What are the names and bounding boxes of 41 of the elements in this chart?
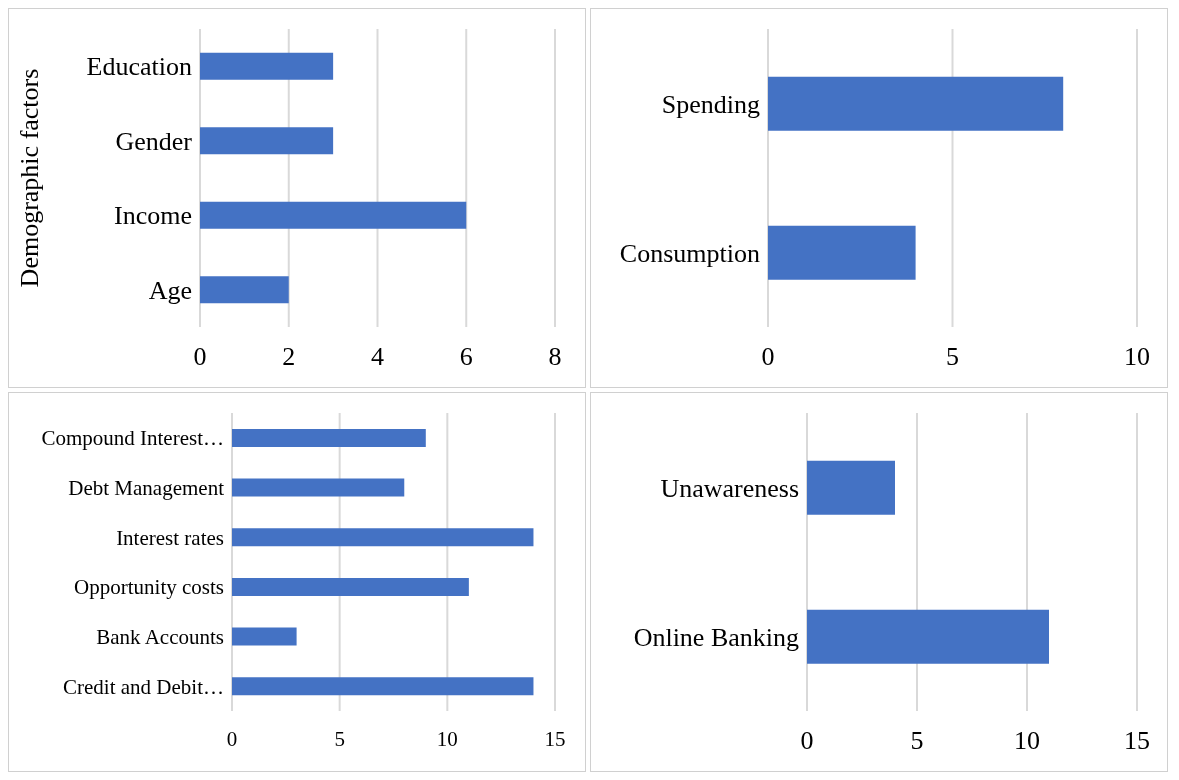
x-tick-label: 10 (436, 726, 458, 751)
x-tick-label: 5 (334, 726, 345, 751)
y-tick-label: Online Banking (633, 622, 799, 652)
y-tick-label: Interest rates (116, 525, 224, 550)
y-tick-label: Bank Accounts (96, 624, 224, 649)
bar (232, 577, 469, 596)
y-tick-label: Consumption (619, 238, 760, 268)
x-tick-label: 0 (800, 726, 814, 756)
x-tick-label: 10 (1124, 342, 1150, 372)
y-axis-title: Demographic factors (15, 68, 45, 288)
bar (232, 627, 297, 646)
x-tick-label: 15 (544, 726, 566, 751)
bar (232, 528, 534, 547)
x-tick-label: 8 (548, 342, 562, 372)
y-tick-label: Gender (115, 126, 193, 156)
x-tick-label: 0 (761, 342, 775, 372)
x-tick-label: 6 (459, 342, 473, 372)
x-tick-label: 5 (910, 726, 924, 756)
y-tick-label: Unawareness (660, 473, 799, 503)
bar (232, 478, 405, 497)
x-tick-label: 0 (193, 342, 207, 372)
y-tick-label: Debt Management (68, 475, 225, 500)
y-tick-label: Income (114, 201, 192, 231)
bar (232, 677, 534, 696)
x-tick-label: 10 (1014, 726, 1040, 756)
y-tick-label: Opportunity costs (74, 575, 224, 600)
bar (200, 52, 334, 80)
x-tick-label: 4 (371, 342, 384, 372)
x-tick-label: 0 (226, 726, 238, 751)
bar (200, 276, 289, 304)
x-tick-label: 5 (946, 342, 959, 372)
bar (200, 127, 334, 155)
y-tick-label: Education (86, 52, 192, 82)
bar (232, 428, 426, 447)
x-tick-label: 2 (282, 342, 296, 372)
y-tick-label: Spending (661, 89, 760, 119)
x-tick-label: 15 (1124, 726, 1150, 756)
y-tick-label: Compound Interest… (41, 426, 224, 451)
y-tick-label: Credit and Debit… (63, 674, 224, 699)
bar (200, 201, 467, 229)
y-tick-label: Age (148, 275, 192, 305)
